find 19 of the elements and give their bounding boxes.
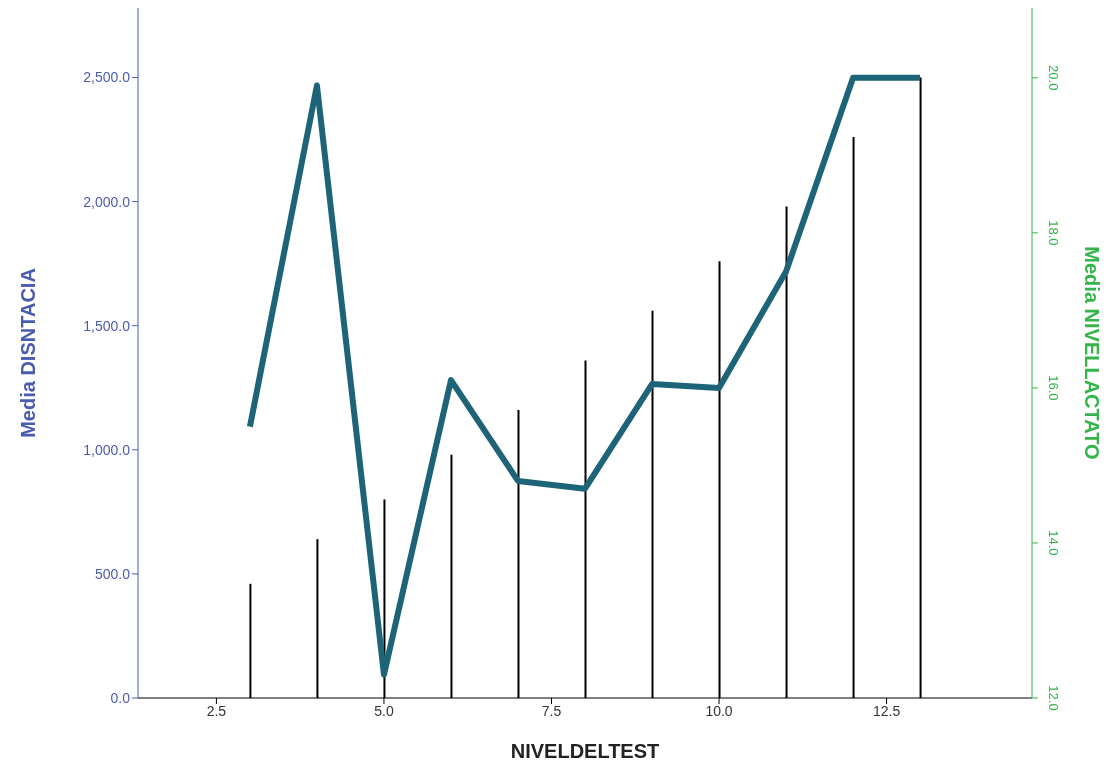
x-tick-label: 7.5 [541,702,562,719]
y2-tick-label: 16.0 [1046,375,1061,401]
y-axis-title: Media DISNTACIA [17,268,40,438]
y2-tick-label: 18.0 [1046,220,1061,246]
x-tick-label: 10.0 [705,702,733,719]
y-tick-label: 0.0 [110,689,131,706]
y2-tick-label: 20.0 [1046,65,1061,91]
y-tick-label: 1,500.0 [83,317,131,334]
y2-tick-label: 14.0 [1046,530,1061,556]
x-tick-label: 12.5 [872,702,901,719]
x-axis-title: NIVELDELTEST [510,740,660,762]
y-tick-label: 2,000.0 [83,193,131,210]
x-tick-label: 5.0 [374,702,394,719]
y-tick-label: 1,000.0 [83,441,131,458]
y2-tick-label: 12.0 [1046,685,1061,711]
y-tick-label: 500.0 [94,565,131,582]
y-tick-label: 2,500.0 [83,69,131,86]
y2-axis-title: Media NIVELLACTATO [1080,246,1103,460]
x-tick-label: 2.5 [206,702,227,719]
